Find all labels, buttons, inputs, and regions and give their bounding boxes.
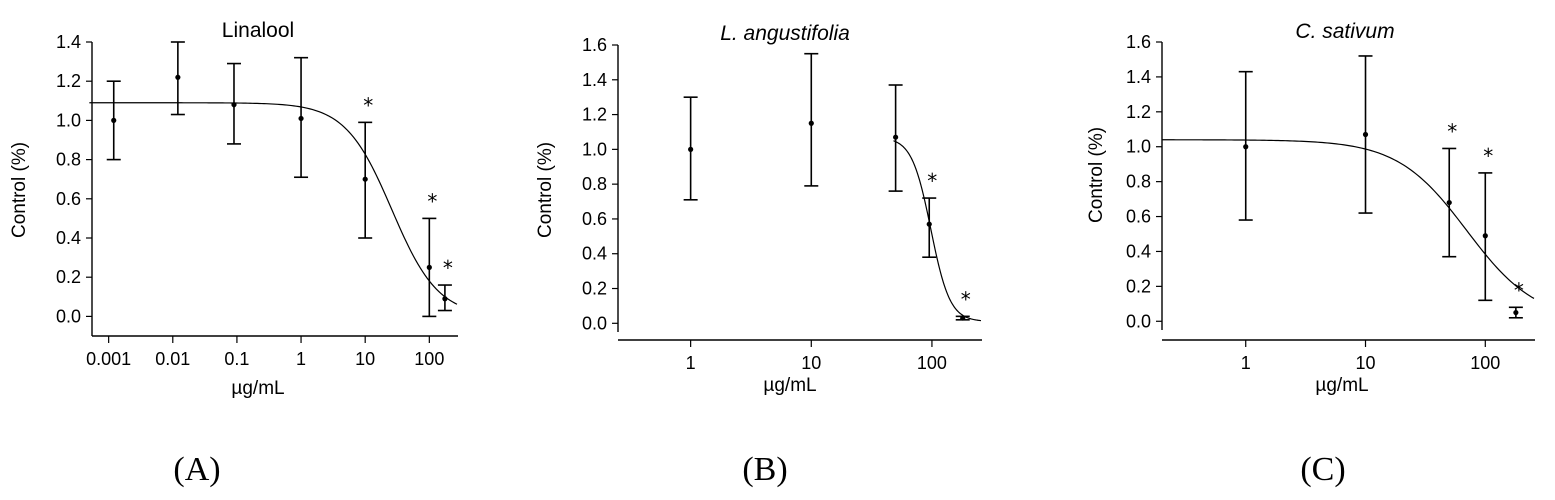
x-tick-label: 10 (355, 349, 375, 369)
data-point (111, 117, 117, 123)
y-tick-label: 0.6 (582, 209, 607, 229)
panel-b-title: L. angustifolia (720, 22, 850, 45)
significance-marker: * (443, 256, 453, 280)
y-tick-label: 1.6 (582, 35, 607, 55)
significance-marker: * (961, 287, 971, 311)
y-tick-label: 0.4 (56, 228, 81, 248)
data-point (893, 134, 899, 140)
panel-c-plot: 0.0 0.2 0.4 0.6 0.8 1.0 1.2 1.4 1.6 1 10 100 * * * (1126, 32, 1535, 373)
y-tick-label: 1.6 (1126, 32, 1151, 52)
x-tick-label: 10 (801, 353, 821, 373)
y-tick-label: 0.8 (56, 150, 81, 170)
panel-a-plot: 0.0 0.2 0.4 0.6 0.8 1.0 1.2 1.4 0.001 0.01 0.1 1 10 1… (56, 32, 458, 369)
y-tick-label: 0.2 (56, 267, 81, 287)
significance-marker: * (427, 189, 437, 213)
data-point (960, 315, 966, 321)
x-tick-label: 100 (414, 349, 444, 369)
data-point (1513, 309, 1519, 316)
panel-b-label: (B) (742, 451, 787, 488)
panel-a-xlabel: µg/mL (231, 378, 284, 399)
x-tick-label: 0.1 (224, 349, 249, 369)
x-tick-label: 1 (686, 353, 696, 373)
panel-a-title: Linalool (222, 19, 294, 42)
x-tick-label: 100 (1470, 353, 1500, 373)
y-tick-label: 1.4 (582, 70, 607, 90)
y-tick-label: 0.0 (56, 306, 81, 326)
data-point (442, 296, 448, 302)
fit-curve (1161, 139, 1535, 299)
y-tick-label: 0.8 (582, 174, 607, 194)
x-tick-label: 1 (296, 349, 306, 369)
y-tick-label: 0.8 (1126, 172, 1151, 192)
y-tick-label: 0.4 (1126, 241, 1151, 261)
y-tick-label: 1.4 (1126, 67, 1151, 87)
fit-curve (89, 102, 458, 305)
panel-c-title: C. sativum (1295, 20, 1394, 43)
fit-curve (893, 140, 982, 322)
y-tick-label: 1.0 (1126, 137, 1151, 157)
significance-marker: * (927, 169, 937, 193)
panel-b-ylabel: Control (%) (535, 142, 556, 238)
significance-marker: * (1483, 144, 1493, 168)
data-point (1482, 233, 1488, 239)
data-point (926, 221, 932, 227)
x-tick-label: 1 (1241, 353, 1251, 373)
panel-c-ylabel: Control (%) (1086, 127, 1107, 223)
y-tick-label: 0.2 (1126, 276, 1151, 296)
data-point (231, 102, 237, 108)
y-tick-label: 1.4 (56, 32, 81, 52)
y-tick-label: 0.0 (582, 313, 607, 333)
x-tick-label: 100 (917, 353, 947, 373)
y-tick-label: 1.2 (582, 105, 607, 125)
significance-marker: * (1514, 278, 1524, 302)
panel-b-plot: 0.0 0.2 0.4 0.6 0.8 1.0 1.2 1.4 1.6 1 10 100 * * (582, 35, 982, 373)
data-point (175, 74, 181, 80)
data-point (688, 146, 694, 152)
y-tick-label: 0.6 (56, 189, 81, 209)
y-tick-label: 0.2 (582, 279, 607, 299)
data-point (298, 115, 304, 122)
data-point (808, 120, 814, 126)
panel-b: 0.0 0.2 0.4 0.6 0.8 1.0 1.2 1.4 1.6 1 10 100 * * L. a… (535, 22, 982, 488)
data-point (426, 264, 432, 270)
data-point (1446, 199, 1452, 206)
y-tick-label: 1.2 (56, 71, 81, 91)
x-tick-label: 0.001 (86, 349, 131, 369)
significance-marker: * (1447, 119, 1457, 143)
panel-c: 0.0 0.2 0.4 0.6 0.8 1.0 1.2 1.4 1.6 1 10 100 * * * C. … (1086, 20, 1535, 488)
y-tick-label: 1.0 (582, 139, 607, 159)
data-point (1362, 131, 1369, 138)
significance-marker: * (363, 93, 373, 117)
panel-a-label: (A) (173, 451, 220, 488)
data-point (1243, 144, 1249, 150)
data-point (362, 176, 368, 182)
y-tick-label: 1.2 (1126, 102, 1151, 122)
y-tick-label: 0.4 (582, 244, 607, 264)
panel-b-xlabel: µg/mL (763, 375, 816, 396)
panel-a-ylabel: Control (%) (9, 142, 30, 238)
x-tick-label: 10 (1355, 353, 1375, 373)
panel-c-label: (C) (1300, 451, 1345, 488)
y-tick-label: 0.6 (1126, 207, 1151, 227)
y-tick-label: 1.0 (56, 110, 81, 130)
x-tick-label: 0.01 (155, 349, 190, 369)
panel-a: 0.0 0.2 0.4 0.6 0.8 1.0 1.2 1.4 0.001 0.01 0.1 1 10 1… (9, 19, 458, 488)
y-tick-label: 0.0 (1126, 311, 1151, 331)
panel-c-xlabel: µg/mL (1315, 375, 1368, 396)
